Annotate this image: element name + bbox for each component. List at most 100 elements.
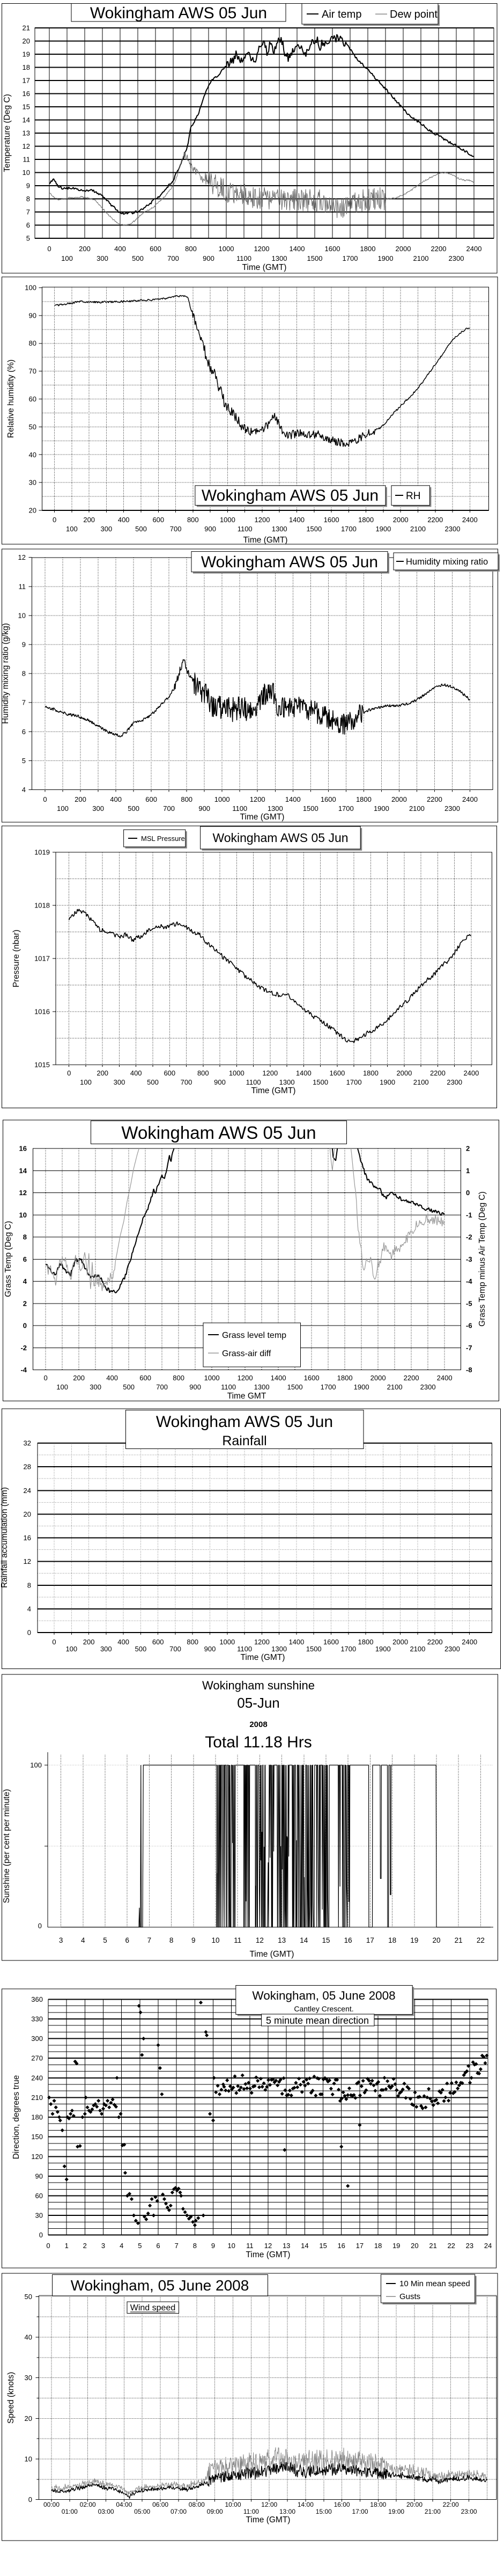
svg-text:20: 20 [25, 2414, 32, 2423]
svg-text:01:00: 01:00 [62, 2508, 78, 2515]
svg-text:Direction, degrees true: Direction, degrees true [12, 2075, 21, 2160]
svg-text:1900: 1900 [378, 254, 394, 262]
svg-text:2100: 2100 [413, 254, 429, 262]
svg-text:2400: 2400 [437, 1374, 453, 1382]
svg-text:5: 5 [22, 757, 26, 765]
svg-text:1000: 1000 [220, 516, 235, 524]
svg-text:2200: 2200 [427, 1638, 443, 1646]
svg-text:1700: 1700 [346, 1078, 362, 1086]
svg-text:10:00: 10:00 [225, 2501, 241, 2508]
svg-text:12:00: 12:00 [261, 2501, 277, 2508]
svg-text:30: 30 [29, 479, 36, 487]
svg-text:5 minute mean direction: 5 minute mean direction [266, 2015, 369, 2026]
svg-text:1200: 1200 [254, 1638, 270, 1646]
svg-text:11:00: 11:00 [243, 2508, 259, 2515]
svg-text:300: 300 [114, 1078, 125, 1086]
svg-text:800: 800 [173, 1374, 184, 1382]
svg-text:500: 500 [132, 254, 144, 262]
svg-text:120: 120 [31, 2153, 43, 2161]
svg-text:2000: 2000 [391, 795, 407, 803]
svg-text:32: 32 [24, 1439, 31, 1447]
svg-text:900: 900 [189, 1383, 201, 1391]
svg-text:2000: 2000 [370, 1374, 386, 1382]
svg-text:1200: 1200 [250, 795, 265, 803]
svg-text:150: 150 [31, 2133, 43, 2141]
svg-text:2300: 2300 [420, 1383, 436, 1391]
svg-text:8: 8 [23, 1233, 27, 1241]
svg-text:1900: 1900 [375, 525, 391, 533]
svg-text:1000: 1000 [219, 1638, 235, 1646]
svg-text:2100: 2100 [413, 1078, 429, 1086]
svg-text:0: 0 [46, 2242, 50, 2250]
svg-text:1018: 1018 [34, 902, 50, 910]
svg-text:19:00: 19:00 [388, 2508, 404, 2515]
svg-text:20: 20 [29, 507, 36, 515]
svg-text:1300: 1300 [271, 1645, 287, 1653]
svg-text:9: 9 [191, 1936, 196, 1944]
svg-text:1600: 1600 [324, 516, 339, 524]
svg-text:100: 100 [65, 1645, 77, 1653]
svg-text:200: 200 [73, 1374, 85, 1382]
svg-text:600: 600 [139, 1374, 151, 1382]
svg-text:500: 500 [135, 525, 147, 533]
svg-text:Time (GMT): Time (GMT) [246, 2515, 291, 2524]
svg-text:22: 22 [447, 2242, 455, 2250]
svg-text:-8: -8 [466, 1366, 472, 1374]
svg-text:50: 50 [29, 423, 36, 431]
svg-text:Temperature (Deg C): Temperature (Deg C) [3, 94, 12, 172]
svg-text:7: 7 [22, 699, 26, 707]
svg-text:Humidity mixing ratio: Humidity mixing ratio [406, 557, 488, 567]
svg-text:13:00: 13:00 [279, 2508, 295, 2515]
svg-text:-3: -3 [466, 1255, 472, 1263]
svg-text:12: 12 [256, 1936, 264, 1944]
svg-text:1400: 1400 [296, 1069, 312, 1077]
svg-text:14: 14 [23, 116, 30, 124]
svg-text:12: 12 [23, 142, 30, 150]
svg-text:100: 100 [25, 284, 36, 292]
svg-text:4: 4 [27, 1605, 31, 1613]
svg-text:12: 12 [24, 1557, 31, 1565]
svg-text:Speed (knots): Speed (knots) [6, 2372, 16, 2424]
svg-text:Time (GMT): Time (GMT) [240, 813, 285, 822]
svg-text:1800: 1800 [337, 1374, 353, 1382]
svg-text:14:00: 14:00 [298, 2501, 314, 2508]
svg-text:2000: 2000 [396, 1069, 412, 1077]
svg-text:2300: 2300 [444, 1645, 460, 1653]
svg-text:20:00: 20:00 [406, 2501, 423, 2508]
svg-text:2400: 2400 [462, 795, 478, 803]
svg-text:1000: 1000 [204, 1374, 220, 1382]
svg-text:2100: 2100 [410, 1645, 425, 1653]
svg-text:13: 13 [283, 2242, 290, 2250]
svg-text:7: 7 [147, 1936, 152, 1944]
svg-text:6: 6 [125, 1936, 129, 1944]
svg-text:2400: 2400 [462, 516, 478, 524]
svg-text:0: 0 [47, 245, 51, 253]
svg-text:Sunshine (per cent per minute): Sunshine (per cent per minute) [2, 1789, 11, 1904]
svg-text:05:00: 05:00 [134, 2508, 150, 2515]
svg-text:60: 60 [35, 2192, 43, 2200]
svg-text:100: 100 [57, 804, 69, 813]
svg-text:Wokingham, 05 June 2008: Wokingham, 05 June 2008 [252, 1989, 395, 2002]
svg-text:100: 100 [56, 1383, 68, 1391]
svg-text:2: 2 [23, 1299, 27, 1307]
svg-text:6: 6 [156, 2242, 160, 2250]
svg-text:900: 900 [214, 1078, 226, 1086]
svg-text:700: 700 [181, 1078, 192, 1086]
svg-text:1300: 1300 [254, 1383, 270, 1391]
svg-text:1300: 1300 [268, 804, 283, 813]
svg-text:19: 19 [392, 2242, 400, 2250]
svg-text:500: 500 [123, 1383, 135, 1391]
svg-text:9: 9 [211, 2242, 215, 2250]
svg-text:4: 4 [22, 786, 26, 794]
svg-text:1015: 1015 [34, 1061, 50, 1069]
svg-text:11: 11 [234, 1936, 241, 1944]
svg-text:2400: 2400 [466, 245, 482, 253]
svg-text:1000: 1000 [229, 1069, 244, 1077]
svg-text:-4: -4 [466, 1277, 472, 1285]
svg-text:10 Min mean speed: 10 Min mean speed [399, 2279, 470, 2288]
svg-text:4: 4 [81, 1936, 85, 1944]
svg-text:12: 12 [18, 553, 26, 561]
svg-text:1400: 1400 [290, 245, 305, 253]
svg-text:800: 800 [197, 1069, 209, 1077]
svg-text:1600: 1600 [323, 1638, 339, 1646]
